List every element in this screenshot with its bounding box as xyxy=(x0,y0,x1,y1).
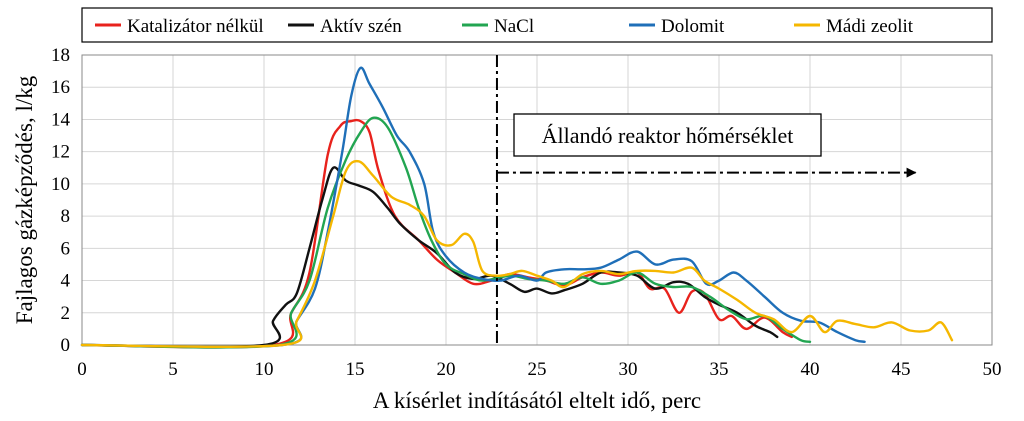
x-tick-label: 30 xyxy=(619,359,638,380)
plot-area-border xyxy=(81,54,993,346)
x-tick-label: 40 xyxy=(801,359,820,380)
x-tick-label: 35 xyxy=(710,359,729,380)
y-tick-label: 6 xyxy=(61,238,71,259)
y-tick-label: 2 xyxy=(61,303,71,324)
y-tick-label: 10 xyxy=(51,174,70,195)
y-tick-label: 18 xyxy=(51,45,70,66)
series-layer xyxy=(80,66,954,349)
x-tick-label: 0 xyxy=(77,359,87,380)
annotation-layer: Állandó reaktor hőmérséklet xyxy=(495,55,917,345)
y-tick-label: 0 xyxy=(61,335,71,356)
annotation-label: Állandó reaktor hőmérséklet xyxy=(542,123,794,148)
y-tick-label: 4 xyxy=(61,271,71,292)
legend-label: NaCl xyxy=(494,16,534,37)
x-axis-label: A kísérlet indításától eltelt idő, perc xyxy=(373,388,701,413)
grid xyxy=(82,55,992,345)
legend-label: Aktív szén xyxy=(320,16,402,37)
legend-box xyxy=(81,7,993,43)
ticks: 0 5 10 15 20 25 30 35 40 45 50 0 2 4 6 8 10 12 14 16 18 xyxy=(51,45,1002,380)
x-tick-label: 15 xyxy=(346,359,365,380)
series-line-dolomit xyxy=(80,66,866,348)
y-tick-label: 14 xyxy=(51,109,71,130)
x-tick-label: 25 xyxy=(528,359,547,380)
legend-label: Katalizátor nélkül xyxy=(127,16,264,37)
x-tick-label: 50 xyxy=(983,359,1002,380)
y-tick-label: 12 xyxy=(51,142,70,163)
series-line-aktiv-szen xyxy=(80,166,779,348)
y-axis-label: Fajlagos gázképződés, l/kg xyxy=(12,75,37,324)
y-tick-label: 8 xyxy=(61,206,71,227)
x-tick-label: 45 xyxy=(892,359,911,380)
y-tick-label: 16 xyxy=(51,77,70,98)
series-line-madi-zeolit xyxy=(80,159,954,348)
x-tick-label: 5 xyxy=(168,359,178,380)
legend-label: Dolomit xyxy=(661,16,725,37)
annotation-box xyxy=(513,113,822,157)
legend: Katalizátor nélkül Aktív szén NaCl Dolomit M… xyxy=(95,16,914,37)
legend-label: Mádi zeolit xyxy=(826,16,914,37)
x-tick-label: 20 xyxy=(437,359,456,380)
x-tick-label: 10 xyxy=(255,359,274,380)
